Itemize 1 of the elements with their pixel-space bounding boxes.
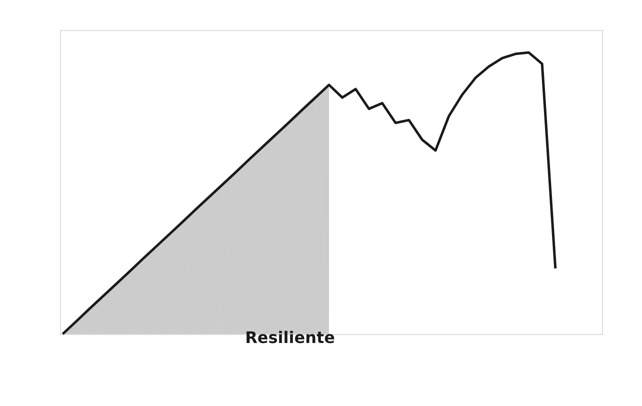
annotation: Resiliente (245, 328, 336, 347)
